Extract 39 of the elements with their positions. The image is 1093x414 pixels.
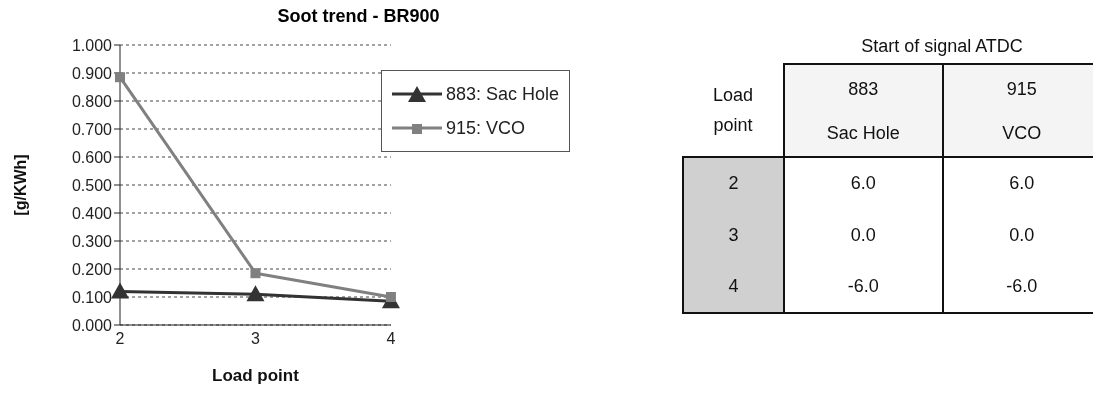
point <box>246 285 265 302</box>
x-tick-label: 4 <box>386 330 396 348</box>
text: 0.0 <box>850 224 876 245</box>
x-tick-label: 3 <box>251 330 261 348</box>
y-tick-label: 0.400 <box>71 204 113 222</box>
point <box>111 282 129 299</box>
category-label: 4 <box>728 276 739 296</box>
y-tick-label: 0.000 <box>71 316 113 334</box>
point <box>385 292 396 302</box>
y-tick-label: 1.000 <box>71 36 113 54</box>
y-tick-label: 0.900 <box>71 64 113 82</box>
text: 6.0 <box>1009 173 1035 193</box>
text: -6.0 <box>1006 276 1038 296</box>
text: Load point <box>712 84 755 137</box>
chart-title: Soot trend - BR900 <box>276 6 441 27</box>
x-axis-title: Load point <box>212 366 300 385</box>
y-tick-label: 0.500 <box>71 176 113 194</box>
text: -6.0 <box>847 276 879 296</box>
text: 0.0 <box>1009 224 1035 245</box>
y-axis-title: [g/KWh] <box>11 154 29 216</box>
category-label: 883 <box>847 77 880 101</box>
category-label: 915 <box>1005 77 1038 101</box>
category-label: 2 <box>728 173 739 193</box>
text: Sac Hole <box>825 121 901 145</box>
point <box>250 268 261 279</box>
y-tick-label: 0.700 <box>71 120 113 138</box>
y-tick-label: 0.600 <box>71 148 113 166</box>
legend-label: 915: VCO <box>445 117 525 139</box>
y-tick-label: 0.800 <box>71 92 113 110</box>
x-tick-label: 2 <box>115 330 125 348</box>
category-label: 3 <box>728 224 739 245</box>
point <box>115 72 125 83</box>
text: Start of signal ATDC <box>860 36 1024 57</box>
text: VCO <box>1001 121 1043 145</box>
y-tick-label: 0.300 <box>71 232 113 250</box>
legend-label: 883: Sac Hole <box>445 83 559 105</box>
y-tick-label: 0.100 <box>71 288 113 306</box>
text: 6.0 <box>850 173 876 193</box>
y-tick-label: 0.200 <box>71 260 113 278</box>
